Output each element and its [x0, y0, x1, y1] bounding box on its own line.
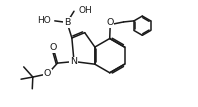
Text: OH: OH [78, 6, 92, 15]
Text: O: O [50, 43, 57, 52]
Text: O: O [44, 69, 51, 78]
Text: N: N [70, 57, 77, 66]
Text: O: O [107, 18, 114, 27]
Text: B: B [64, 18, 70, 27]
Text: HO: HO [37, 16, 51, 25]
